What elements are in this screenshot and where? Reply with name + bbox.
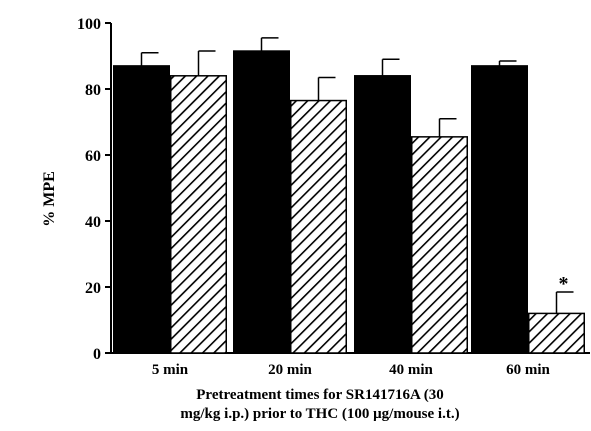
y-tick-label: 40 [85,214,101,231]
bar [113,65,170,354]
bar [411,136,468,354]
bar [471,65,528,354]
bar [528,312,585,354]
bar [290,99,347,354]
y-tick-label: 0 [93,346,101,363]
significance-marker: * [559,273,569,295]
y-tick-label: 20 [85,280,101,297]
x-tick-label: 60 min [506,362,550,378]
y-tick-label: 60 [85,148,101,165]
tick-labels: 0 20 40 60 80 100 5 min 20 min 40 min 60 min * [77,16,569,378]
error-bars [140,37,574,314]
x-tick-label: 5 min [152,362,189,378]
bars [113,50,585,354]
y-tick-label: 100 [77,16,101,33]
y-axis-label: % MPE [40,171,58,227]
bar [170,75,227,354]
x-axis-label-line-1: Pretreatment times for SR141716A (30 [196,387,444,403]
x-tick-label: 20 min [268,362,312,378]
x-tick-label: 40 min [389,362,433,378]
y-tick-label: 80 [85,82,101,99]
bar [354,75,411,354]
x-axis-label: Pretreatment times for SR141716A (30 mg/… [140,386,500,424]
bar [233,50,290,354]
x-axis-label-line-2: mg/kg i.p.) prior to THC (100 μg/mouse i… [180,406,460,422]
